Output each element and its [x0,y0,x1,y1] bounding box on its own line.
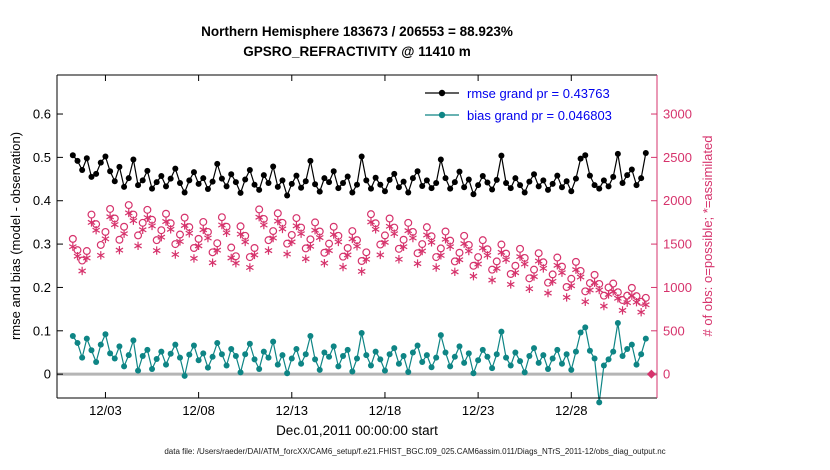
legend-item-rmse: rmse grand pr = 0.43763 [424,82,612,104]
bias-line-sample-icon [425,111,459,119]
left-tick-label: 0.6 [33,107,51,122]
right-tick-label: 500 [663,323,685,338]
right-tick-label: 1500 [663,237,692,252]
data-file-caption: data file: /Users/raeder/DAI/ATM_forcXX/… [164,447,666,456]
legend-label-rmse: rmse grand pr = 0.43763 [467,85,610,101]
legend: rmse grand pr = 0.43763 bias grand pr = … [424,82,612,126]
x-axis-label: Dec.01,2011 00:00:00 start [276,423,438,438]
left-tick-label: 0.2 [33,280,51,295]
left-tick-label: 0.3 [33,237,51,252]
chart-layer: 0 0.1 0.2 0.3 0.4 0.5 0.6 0 500 1000 1500 2000 2500 3… [33,74,692,418]
left-tick-label: 0 [44,367,51,382]
right-tick-label: 3000 [663,107,692,122]
left-tick-label: 0.1 [33,323,51,338]
right-axis-label: # of obs: o=possible; *=assimilated [700,136,715,337]
rmse-series [69,150,649,199]
legend-item-bias: bias grand pr = 0.046803 [424,104,612,126]
left-tick-label: 0.5 [33,150,51,165]
left-tick-label: 0.4 [33,193,51,208]
assimilated_obs-series [68,208,650,317]
bias-line [72,322,647,403]
right-tick-label: 2000 [663,193,692,208]
left-axis-label: rmse and bias (model - observation) [8,132,23,340]
rmse-line [72,152,647,198]
legend-label-bias: bias grand pr = 0.046803 [467,107,612,123]
x-tick-label: 12/08 [182,403,215,418]
chart-title: Northern Hemisphere 183673 / 206553 = 88… [201,24,513,39]
x-tick-label: 12/03 [89,403,122,418]
rmse-line-sample-icon [425,89,459,97]
right-tick-label: 0 [663,367,670,382]
x-tick-label: 12/13 [276,403,309,418]
bias-series [69,319,649,406]
x-tick-label: 12/23 [462,403,495,418]
x-tick-label: 12/28 [555,403,588,418]
x-tick-label: 12/18 [369,403,402,418]
right-tick-label: 2500 [663,150,692,165]
chart-subtitle: GPSRO_REFRACTIVITY @ 11410 m [243,44,471,59]
right-tick-label: 1000 [663,280,692,295]
